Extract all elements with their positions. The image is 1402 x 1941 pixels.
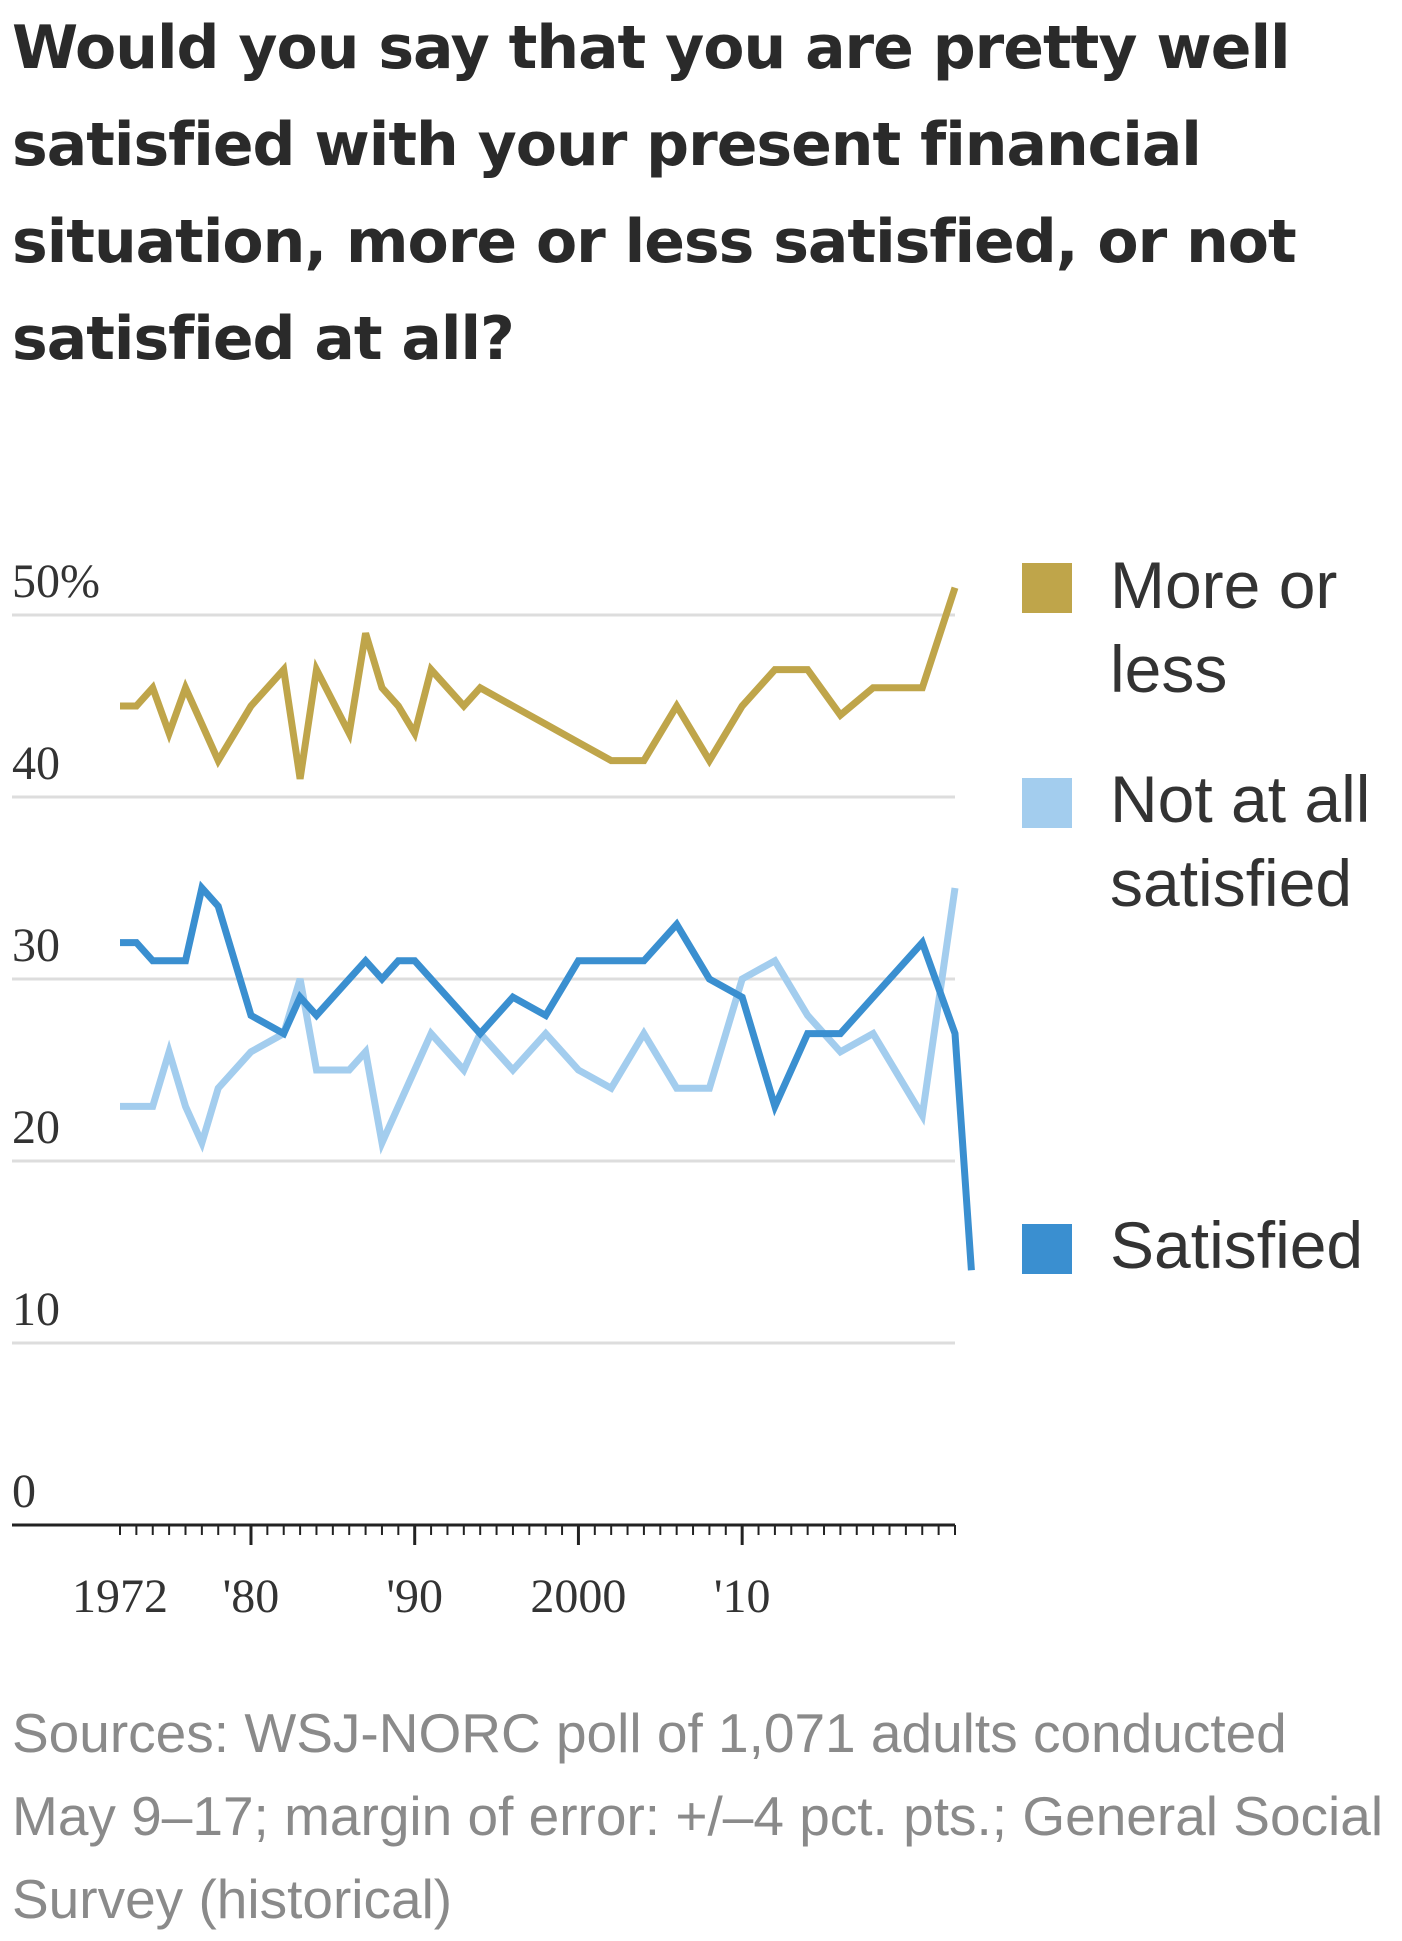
series-line-not-at-all-satisfied bbox=[120, 887, 959, 1155]
legend: More or less Not at all satisfied Satisfied bbox=[1022, 548, 1370, 1282]
legend-label: Satisfied bbox=[1110, 1208, 1363, 1282]
legend-item-more-or-less: More or less bbox=[1022, 548, 1337, 706]
legend-item-not-at-all-satisfied: Not at all satisfied bbox=[1022, 762, 1370, 920]
y-axis-tick-labels: 50% 40 30 20 10 0 bbox=[12, 555, 100, 1518]
y-tick-label: 10 bbox=[12, 1283, 60, 1336]
x-tick-label: '90 bbox=[386, 1570, 443, 1623]
series-line-satisfied bbox=[120, 880, 975, 1271]
legend-swatch bbox=[1022, 1224, 1072, 1274]
y-tick-label: 0 bbox=[12, 1465, 36, 1518]
series-lines bbox=[120, 586, 975, 1271]
y-tick-label: 50% bbox=[12, 555, 100, 608]
line-chart: 50% 40 30 20 10 0 1972 '80 '90 2000 '10 More or le… bbox=[12, 548, 1370, 1623]
x-tick-label: 1972 bbox=[72, 1570, 168, 1623]
y-tick-label: 20 bbox=[12, 1101, 60, 1154]
series-line-more-or-less bbox=[120, 586, 959, 780]
x-axis bbox=[12, 1523, 956, 1545]
legend-swatch bbox=[1022, 563, 1072, 613]
x-tick-label: 2000 bbox=[530, 1570, 626, 1623]
x-tick-label: '80 bbox=[223, 1570, 280, 1623]
gridlines bbox=[12, 613, 955, 1345]
legend-label: Not at all satisfied bbox=[1110, 762, 1370, 920]
chart-source-note: Sources: WSJ-NORC poll of 1,071 adults c… bbox=[12, 1702, 1384, 1930]
legend-item-satisfied: Satisfied bbox=[1022, 1208, 1363, 1282]
chart-title: Would you say that you are pretty well s… bbox=[12, 13, 1297, 374]
legend-swatch bbox=[1022, 778, 1072, 828]
x-axis-tick-labels: 1972 '80 '90 2000 '10 bbox=[72, 1570, 770, 1623]
y-tick-label: 30 bbox=[12, 919, 60, 972]
legend-label: More or less bbox=[1110, 548, 1337, 706]
y-tick-label: 40 bbox=[12, 737, 60, 790]
x-tick-label: '10 bbox=[714, 1570, 771, 1623]
